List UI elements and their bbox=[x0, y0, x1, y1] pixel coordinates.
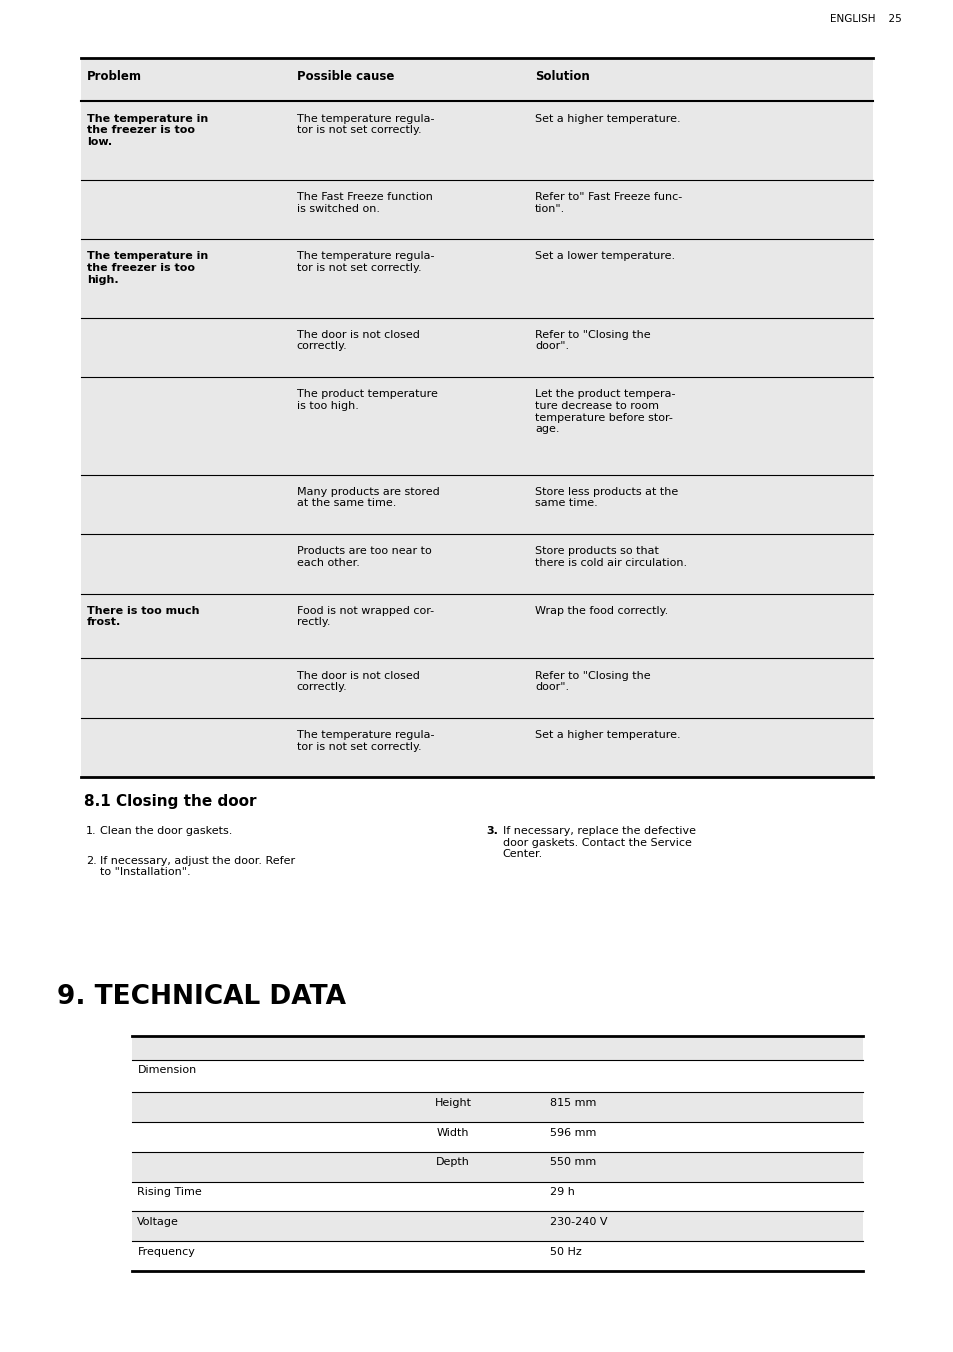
Text: If necessary, replace the defective
door gaskets. Contact the Service
Center.: If necessary, replace the defective door… bbox=[502, 826, 695, 860]
Text: Food is not wrapped cor-
rectly.: Food is not wrapped cor- rectly. bbox=[296, 606, 434, 627]
Bar bbox=[81, 377, 872, 475]
Text: Products are too near to
each other.: Products are too near to each other. bbox=[296, 546, 431, 568]
Text: 9. TECHNICAL DATA: 9. TECHNICAL DATA bbox=[57, 984, 346, 1010]
Bar bbox=[132, 1211, 862, 1241]
Text: Frequency: Frequency bbox=[137, 1247, 195, 1256]
Bar bbox=[81, 318, 872, 377]
Text: Possible cause: Possible cause bbox=[296, 70, 394, 84]
Text: The product temperature
is too high.: The product temperature is too high. bbox=[296, 389, 437, 411]
Text: Set a lower temperature.: Set a lower temperature. bbox=[535, 251, 675, 261]
Text: The temperature regula-
tor is not set correctly.: The temperature regula- tor is not set c… bbox=[296, 251, 434, 273]
Text: Store less products at the
same time.: Store less products at the same time. bbox=[535, 487, 678, 508]
Text: 1.: 1. bbox=[86, 826, 96, 836]
Text: The door is not closed
correctly.: The door is not closed correctly. bbox=[296, 330, 419, 352]
Text: Refer to "Closing the
door".: Refer to "Closing the door". bbox=[535, 671, 650, 692]
Text: 50 Hz: 50 Hz bbox=[549, 1247, 580, 1256]
Bar bbox=[81, 718, 872, 777]
Text: The Fast Freeze function
is switched on.: The Fast Freeze function is switched on. bbox=[296, 192, 432, 214]
Text: 550 mm: 550 mm bbox=[549, 1157, 595, 1167]
Bar bbox=[132, 1036, 862, 1060]
Text: Store products so that
there is cold air circulation.: Store products so that there is cold air… bbox=[535, 546, 686, 568]
Text: 29 h: 29 h bbox=[549, 1187, 574, 1197]
Bar bbox=[81, 58, 872, 101]
Text: 3.: 3. bbox=[486, 826, 497, 836]
Text: Dimension: Dimension bbox=[137, 1065, 196, 1075]
Bar bbox=[81, 180, 872, 239]
Text: 230-240 V: 230-240 V bbox=[549, 1217, 606, 1226]
Text: Clean the door gaskets.: Clean the door gaskets. bbox=[100, 826, 233, 836]
Text: 596 mm: 596 mm bbox=[549, 1128, 596, 1137]
Bar bbox=[132, 1152, 862, 1182]
Text: Set a higher temperature.: Set a higher temperature. bbox=[535, 730, 680, 740]
Bar bbox=[132, 1122, 862, 1152]
Bar bbox=[81, 658, 872, 718]
Text: There is too much
frost.: There is too much frost. bbox=[87, 606, 199, 627]
Text: Let the product tempera-
ture decrease to room
temperature before stor-
age.: Let the product tempera- ture decrease t… bbox=[535, 389, 675, 434]
Text: Wrap the food correctly.: Wrap the food correctly. bbox=[535, 606, 668, 615]
Bar bbox=[81, 534, 872, 594]
Text: Problem: Problem bbox=[87, 70, 142, 84]
Text: 2.: 2. bbox=[86, 856, 96, 865]
Bar bbox=[132, 1092, 862, 1122]
Text: The door is not closed
correctly.: The door is not closed correctly. bbox=[296, 671, 419, 692]
Text: 8.1 Closing the door: 8.1 Closing the door bbox=[84, 794, 256, 808]
Text: Voltage: Voltage bbox=[137, 1217, 179, 1226]
Bar bbox=[132, 1060, 862, 1092]
Text: Rising Time: Rising Time bbox=[137, 1187, 202, 1197]
Text: The temperature regula-
tor is not set correctly.: The temperature regula- tor is not set c… bbox=[296, 730, 434, 752]
Text: Many products are stored
at the same time.: Many products are stored at the same tim… bbox=[296, 487, 439, 508]
Bar bbox=[132, 1241, 862, 1271]
Bar bbox=[132, 1182, 862, 1211]
Text: Height: Height bbox=[435, 1098, 471, 1107]
Bar bbox=[81, 475, 872, 534]
Text: Width: Width bbox=[436, 1128, 469, 1137]
Text: Refer to" Fast Freeze func-
tion".: Refer to" Fast Freeze func- tion". bbox=[535, 192, 681, 214]
Text: Refer to "Closing the
door".: Refer to "Closing the door". bbox=[535, 330, 650, 352]
Text: The temperature in
the freezer is too
low.: The temperature in the freezer is too lo… bbox=[87, 114, 208, 147]
Bar bbox=[81, 239, 872, 318]
Text: Set a higher temperature.: Set a higher temperature. bbox=[535, 114, 680, 123]
Text: The temperature in
the freezer is too
high.: The temperature in the freezer is too hi… bbox=[87, 251, 208, 285]
Text: ENGLISH    25: ENGLISH 25 bbox=[829, 14, 901, 23]
Text: 815 mm: 815 mm bbox=[549, 1098, 596, 1107]
Text: Solution: Solution bbox=[535, 70, 589, 84]
Text: The temperature regula-
tor is not set correctly.: The temperature regula- tor is not set c… bbox=[296, 114, 434, 135]
Bar bbox=[81, 594, 872, 658]
Text: If necessary, adjust the door. Refer
to "Installation".: If necessary, adjust the door. Refer to … bbox=[100, 856, 295, 877]
Bar bbox=[81, 101, 872, 180]
Text: Depth: Depth bbox=[436, 1157, 470, 1167]
